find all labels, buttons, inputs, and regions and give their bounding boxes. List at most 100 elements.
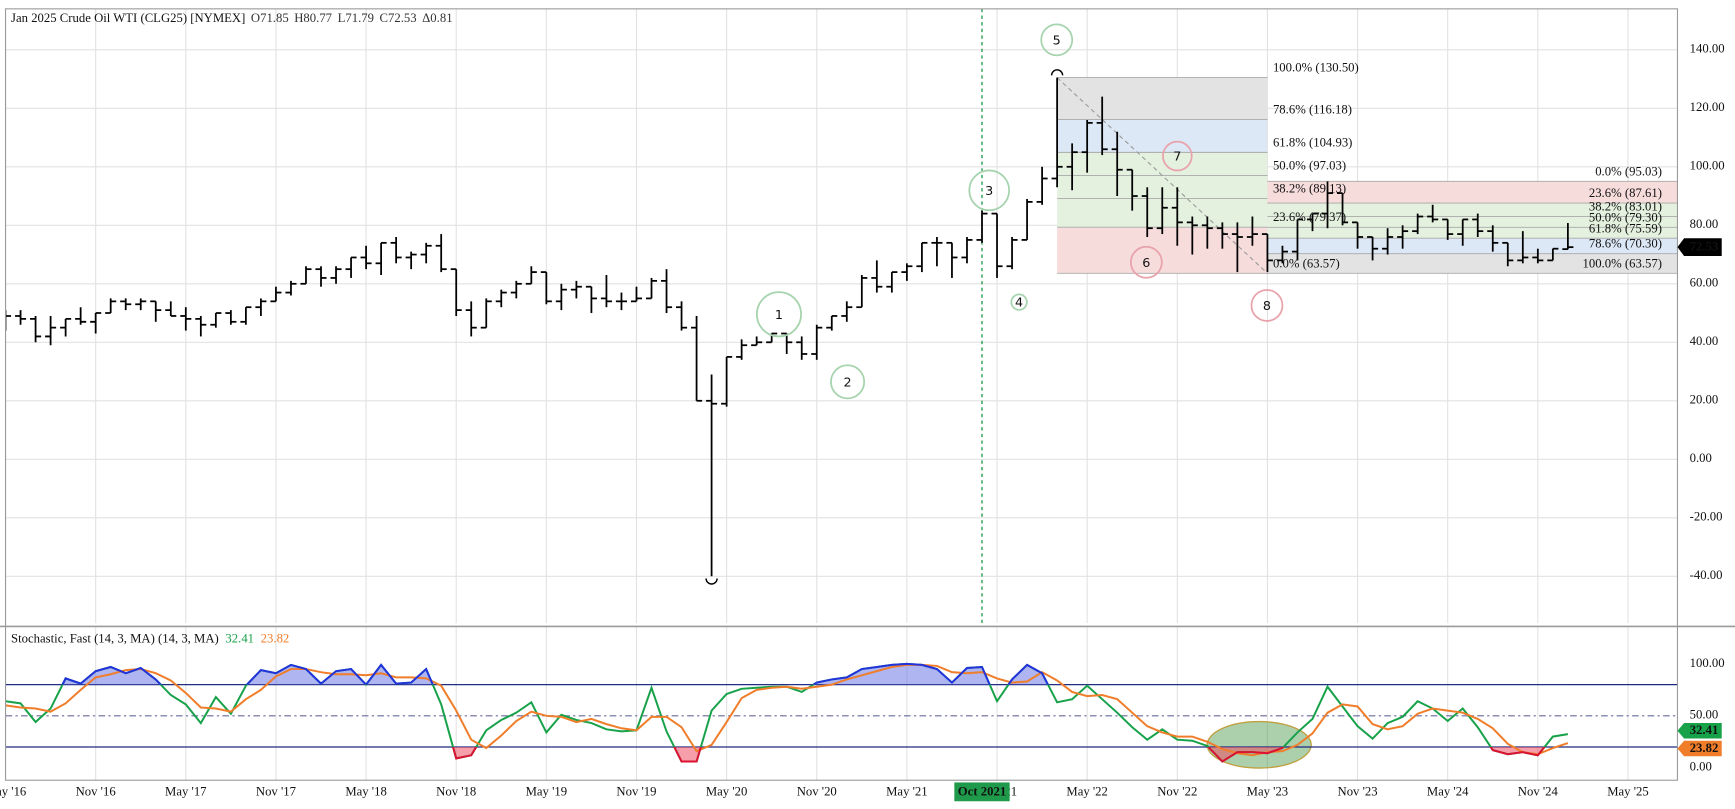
x-tick-label: May '25 (1607, 784, 1649, 798)
high-marker (1050, 69, 1064, 76)
fib-band (1057, 152, 1268, 176)
x-tick-label: Nov '24 (1518, 784, 1559, 798)
value-tag-label: 23.82 (1690, 741, 1719, 755)
annotation-circle (1129, 245, 1163, 279)
fib-band (1057, 175, 1268, 199)
value-tag (1677, 740, 1722, 757)
fib-label: 38.2% (83.01) (1589, 200, 1662, 214)
annotation-label: 1 (775, 307, 783, 322)
stochastic (5, 662, 1678, 769)
value-tag (1677, 723, 1722, 739)
x-tick-label: Nov '16 (76, 784, 116, 798)
annotation-label: 7 (1173, 149, 1181, 164)
fib-label: 50.0% (79.30) (1589, 210, 1662, 224)
fib-band (1267, 227, 1678, 239)
highlight-ellipse (1206, 720, 1312, 769)
y-tick-label: -40.00 (1690, 568, 1723, 582)
y-tick-label: 20.00 (1690, 393, 1719, 407)
stoch-title: Stochastic, Fast (14, 3, MA) (14, 3, MA) (11, 632, 219, 646)
fib-band (1267, 216, 1678, 228)
low-marker (705, 578, 718, 585)
fib-label: 0.0% (63.57) (1273, 256, 1340, 270)
price-bars (5, 8, 1574, 624)
fib-label: 38.2% (89.13) (1273, 182, 1346, 196)
x-tick-label: May '16 (0, 784, 26, 798)
annotation-circle (1040, 23, 1074, 57)
annotation-circle (830, 364, 866, 400)
fib-label: 23.6% (87.61) (1589, 186, 1662, 200)
stoch-header: Stochastic, Fast (14, 3, MA) (14, 3, MA)… (11, 632, 289, 646)
fib-band (1267, 253, 1678, 274)
k-readout: 32.41 (225, 632, 254, 646)
annotation-label: 5 (1053, 32, 1061, 47)
fib-band (1267, 238, 1678, 254)
date-marker-box (954, 782, 1010, 802)
y-tick-label: 140.00 (1690, 42, 1725, 56)
y-tick-label: 120.00 (1690, 100, 1725, 114)
x-tick-label: Nov '20 (797, 784, 837, 798)
x-tick-label: May '17 (165, 784, 207, 798)
x-tick-label: Nov '19 (616, 784, 656, 798)
date-marker-label: Oct 2021 (958, 784, 1006, 798)
annotation-label: 3 (985, 183, 993, 198)
overbought-line (61, 662, 1088, 685)
x-tick-label: May '23 (1247, 784, 1289, 798)
readout-low: L71.79 (338, 11, 374, 25)
fib-label: 100.0% (63.57) (1582, 256, 1661, 270)
fib-band (1057, 119, 1268, 153)
x-tick-label: May '21 (886, 784, 928, 798)
annotation-circle (1250, 289, 1284, 322)
fib-band (1057, 77, 1268, 120)
overbought-fill (62, 663, 1048, 685)
y2-tick-label: 0.00 (1690, 760, 1712, 774)
chart-title: Jan 2025 Crude Oil WTI (CLG25) [NYMEX] (11, 11, 245, 25)
x-tick-label: May '20 (706, 784, 748, 798)
fib-label: 100.0% (130.50) (1273, 61, 1359, 75)
x-tick-label: May '19 (526, 784, 568, 798)
plot-frame (4, 8, 1679, 781)
stoch-line (5, 663, 1569, 757)
annotation-label: 8 (1263, 298, 1271, 313)
oversold-fill (453, 746, 1545, 762)
fib-label: 61.8% (75.59) (1589, 221, 1662, 235)
x-tick-label: May '22 (1066, 784, 1108, 798)
axes: May '16 Nov '16 May '17 Nov '17 May '18 Nov '… (0, 8, 1735, 802)
y2-tick-label: 100.00 (1690, 656, 1725, 670)
x-tick-label: Nov '22 (1157, 784, 1197, 798)
price-header: Jan 2025 Crude Oil WTI (CLG25) [NYMEX] O7… (11, 11, 453, 25)
fib-label: 78.6% (70.30) (1589, 237, 1662, 251)
fib-band (1267, 203, 1678, 217)
x-tick-label: Nov '18 (436, 784, 476, 798)
annotations: 100.0% (130.50) 78.6% (116.18) 61.8% (104.… (755, 23, 1662, 400)
annotation-circle (968, 169, 1011, 212)
y2-tick-label: 50.00 (1690, 708, 1719, 722)
d-readout: 23.82 (261, 632, 290, 646)
readout-change: Δ0.81 (422, 11, 452, 25)
annotation-circle (755, 291, 802, 338)
fib-trend-line (1056, 77, 1268, 274)
annotation-circle (1010, 293, 1028, 311)
value-tag-label: 32.41 (1690, 723, 1719, 737)
y-tick-label: 100.00 (1690, 159, 1725, 173)
readout-open: O71.85 (251, 11, 289, 25)
readout-close: C72.53 (380, 11, 417, 25)
x-tick-label: Nov '17 (256, 784, 296, 798)
x-tick-label: May '18 (345, 784, 387, 798)
fib-label: 50.0% (97.03) (1273, 159, 1346, 173)
price-tag (1677, 238, 1722, 256)
fib-label: 23.6% (79.37) (1273, 210, 1346, 224)
annotation-label: 6 (1142, 255, 1150, 270)
y-tick-label: 40.00 (1690, 334, 1719, 348)
x-tick-label: Nov '23 (1338, 784, 1378, 798)
annotation-circle (1162, 140, 1193, 172)
annotation-label: 2 (844, 374, 852, 389)
fib-label: 61.8% (104.93) (1273, 135, 1352, 149)
y-tick-label: 0.00 (1690, 451, 1712, 465)
y-tick-label: 60.00 (1690, 276, 1719, 290)
fib-retracements (1056, 77, 1678, 274)
x-tick-label: May '24 (1427, 784, 1469, 798)
annotation-label: 4 (1015, 295, 1023, 310)
